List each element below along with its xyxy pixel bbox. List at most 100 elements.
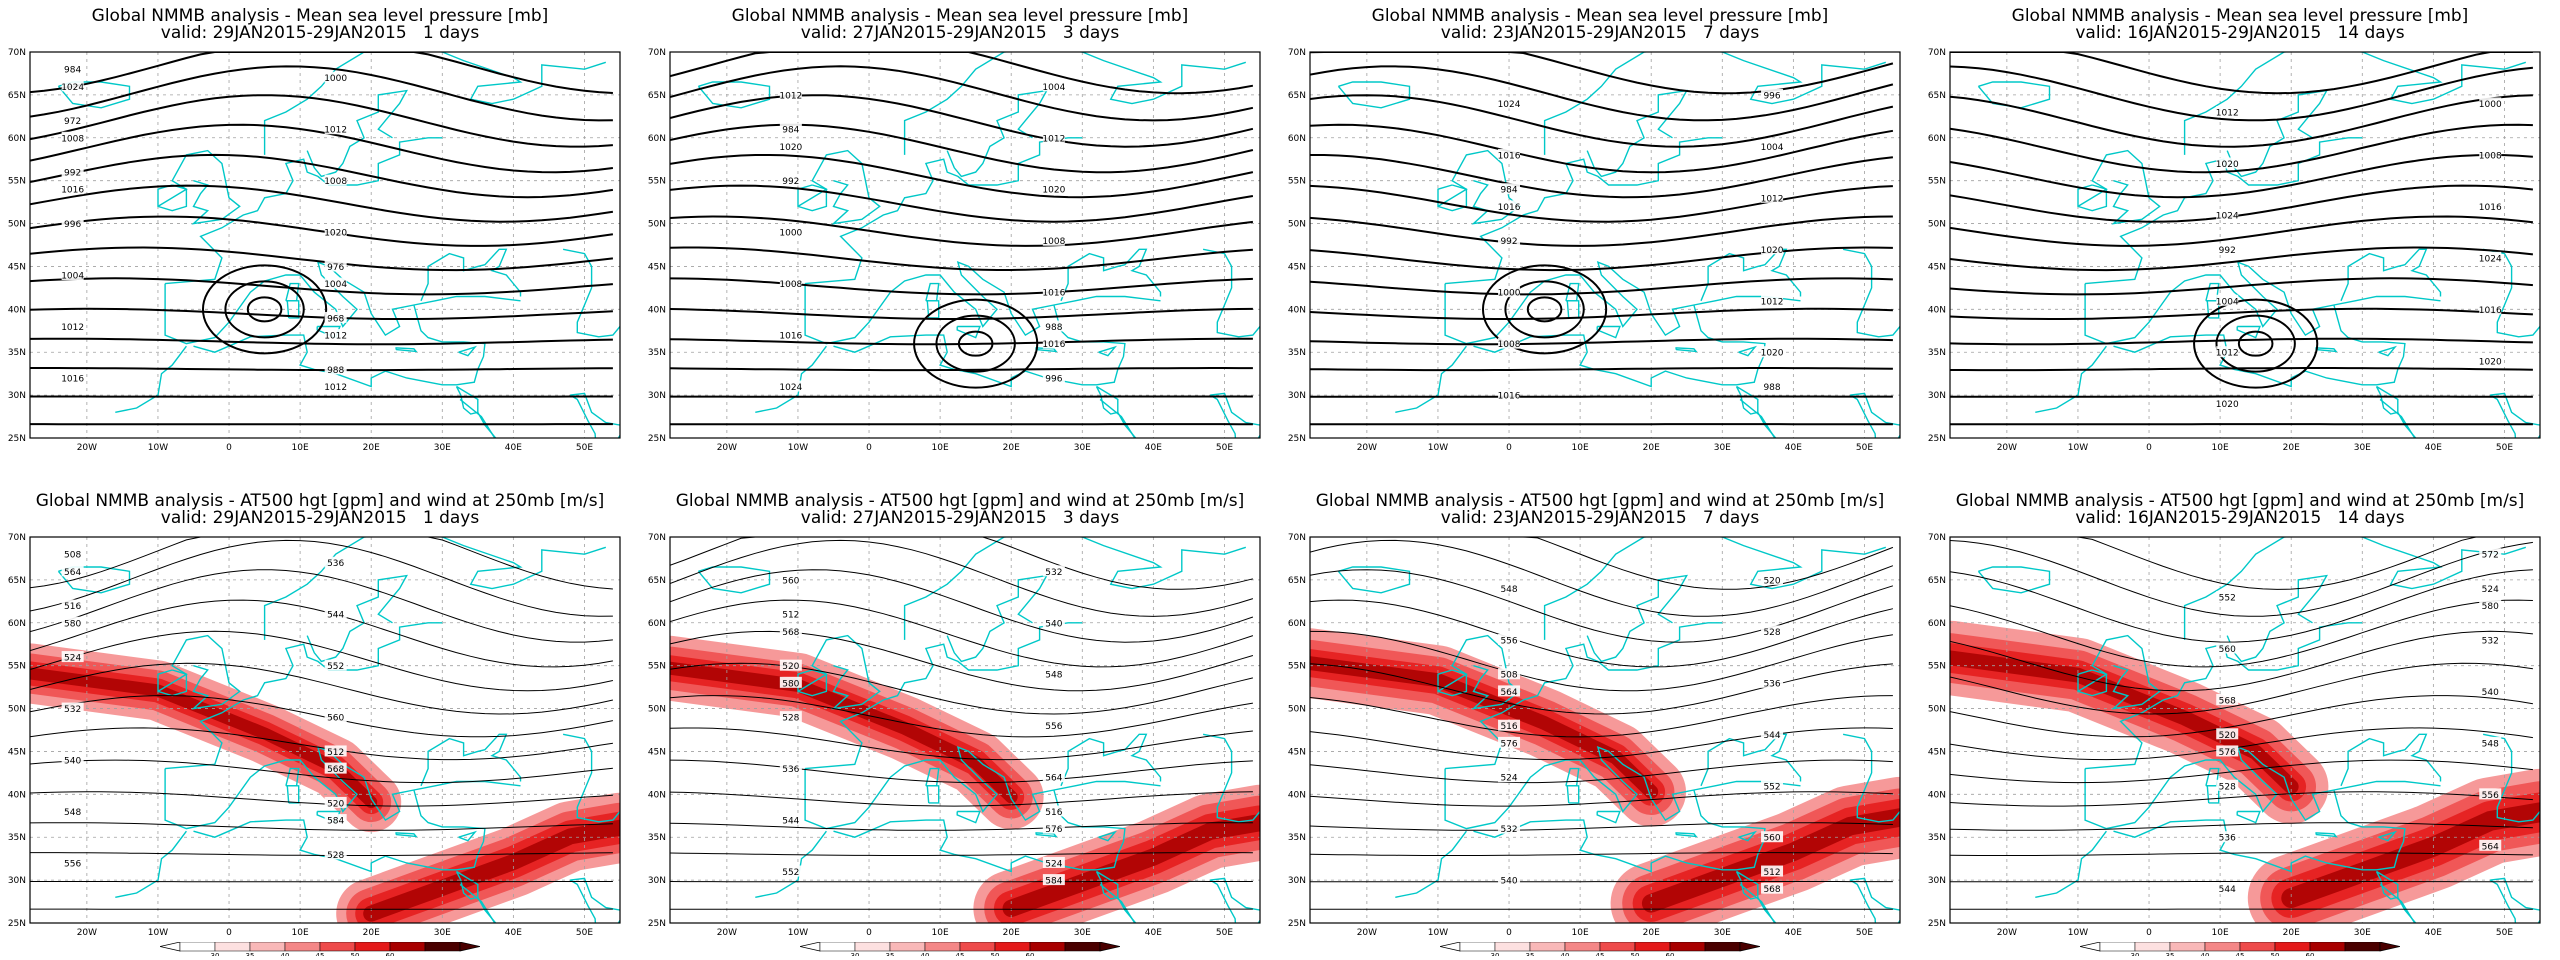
coastline (1543, 52, 1723, 155)
contour-label: 516 (1500, 722, 1517, 732)
lon-tick-label: 30E (2354, 928, 2371, 938)
contour-label: 560 (782, 576, 799, 586)
panel-title: Global NMMB analysis - Mean sea level pr… (91, 6, 549, 26)
colorbar-swatch (1564, 942, 1601, 952)
contour-label: 976 (327, 263, 344, 273)
contour-label: 540 (1045, 619, 1062, 629)
colorbar-swatch (1064, 942, 1101, 952)
lon-tick-label: 10W (2068, 443, 2088, 453)
coastline (165, 622, 443, 770)
lon-tick-label: 0 (2146, 443, 2152, 453)
colorbar-swatch (284, 942, 321, 952)
contour-label-bg (779, 814, 802, 826)
contour-label-bg (1761, 676, 1784, 688)
coastline (797, 149, 881, 225)
lon-tick-label: 0 (1506, 928, 1512, 938)
lat-tick-label: 45N (1288, 262, 1306, 272)
contour-label-bg (324, 226, 347, 238)
contour-label-bg (324, 762, 347, 774)
contour-line (1950, 759, 2533, 784)
lat-tick-label: 60N (648, 619, 666, 629)
coastline (1850, 392, 1900, 426)
coastline (1977, 566, 2051, 594)
contour-label-bg (1498, 633, 1521, 645)
coastline (1738, 345, 1758, 357)
contour-label-bg (61, 565, 84, 577)
plot-background (30, 52, 620, 438)
contour-label-bg (1498, 200, 1521, 212)
contour-ring (913, 298, 1039, 389)
coastline (1098, 830, 1118, 842)
jet-shading (670, 661, 1018, 804)
lon-tick-label: 30E (1074, 443, 1091, 453)
coastline (2340, 733, 2442, 787)
contour-label: 548 (2482, 739, 2499, 749)
contour-label-bg (779, 380, 802, 392)
coastline (1095, 385, 1119, 415)
contour-label: 1020 (779, 143, 802, 153)
coastline (2315, 832, 2338, 838)
contour-line (1310, 184, 1893, 223)
contour-label: 988 (1763, 383, 1780, 393)
contour-line (1310, 630, 1893, 692)
contour-line (1950, 630, 2533, 692)
contour-label-bg (1761, 191, 1784, 203)
contour-label: 572 (2482, 551, 2499, 561)
lat-tick-label: 50N (648, 220, 666, 230)
panel-title: Global NMMB analysis - AT500 hgt [gpm] a… (1315, 491, 1885, 511)
contour-line (1950, 94, 2533, 148)
coastline (1082, 537, 1247, 590)
z500-panel-14day: Global NMMB analysis - AT500 hgt [gpm] a… (1920, 485, 2560, 955)
coastline (2113, 304, 2406, 388)
lat-tick-label: 35N (1288, 348, 1306, 358)
panel-title: Global NMMB analysis - Mean sea level pr… (1371, 6, 1829, 26)
contour-label-bg (2216, 346, 2239, 358)
coastline (2362, 52, 2527, 105)
coastline (1095, 870, 1119, 900)
contour-label: 528 (1763, 628, 1780, 638)
plot-background (670, 52, 1260, 438)
contour-label-bg (1498, 389, 1521, 401)
lon-tick-label: 40E (1785, 928, 1802, 938)
contour-label-bg (779, 88, 802, 100)
lat-tick-label: 25N (1288, 434, 1306, 444)
lat-tick-label: 50N (1928, 705, 1946, 715)
coastline (455, 870, 479, 900)
contour-line (670, 123, 1254, 174)
contour-label: 1012 (1761, 194, 1784, 204)
contour-label: 1020 (1761, 349, 1784, 359)
contour-label-bg (324, 363, 347, 375)
contour-line (670, 537, 1254, 590)
contour-label: 528 (327, 851, 344, 861)
colorbar-swatch (1494, 942, 1531, 952)
contour-line (670, 277, 1253, 296)
contour-label-bg (779, 140, 802, 152)
lon-tick-label: 50E (576, 443, 593, 453)
mslp-panel-14day: Global NMMB analysis - Mean sea level pr… (1920, 0, 2560, 470)
contour-ring (1526, 296, 1563, 323)
coastline (2077, 184, 2108, 212)
coastline (697, 566, 771, 594)
contour-label: 540 (1500, 877, 1517, 887)
lat-tick-label: 50N (1928, 220, 1946, 230)
colorbar-swatch (854, 942, 891, 952)
contour-label: 552 (327, 662, 344, 672)
coastline (946, 89, 1048, 178)
contour-label-bg (779, 711, 802, 723)
lon-tick-label: 40E (1145, 928, 1162, 938)
contour-label-bg (779, 625, 802, 637)
lon-tick-label: 30E (1714, 928, 1731, 938)
coastline (157, 149, 241, 225)
contour-label: 996 (1045, 374, 1062, 384)
contour-label: 516 (1045, 808, 1062, 818)
coastline (2489, 394, 2540, 438)
coastline (1473, 304, 1766, 388)
lon-tick-label: 10W (788, 928, 808, 938)
contour-label: 1016 (2479, 306, 2502, 316)
coastline (1035, 832, 1058, 838)
lat-tick-label: 70N (1928, 48, 1946, 58)
contour-line (1950, 540, 2533, 617)
colorbar-swatch (924, 942, 961, 952)
lat-tick-label: 40N (8, 790, 26, 800)
colorbar-tick-label: 45 (956, 952, 965, 956)
